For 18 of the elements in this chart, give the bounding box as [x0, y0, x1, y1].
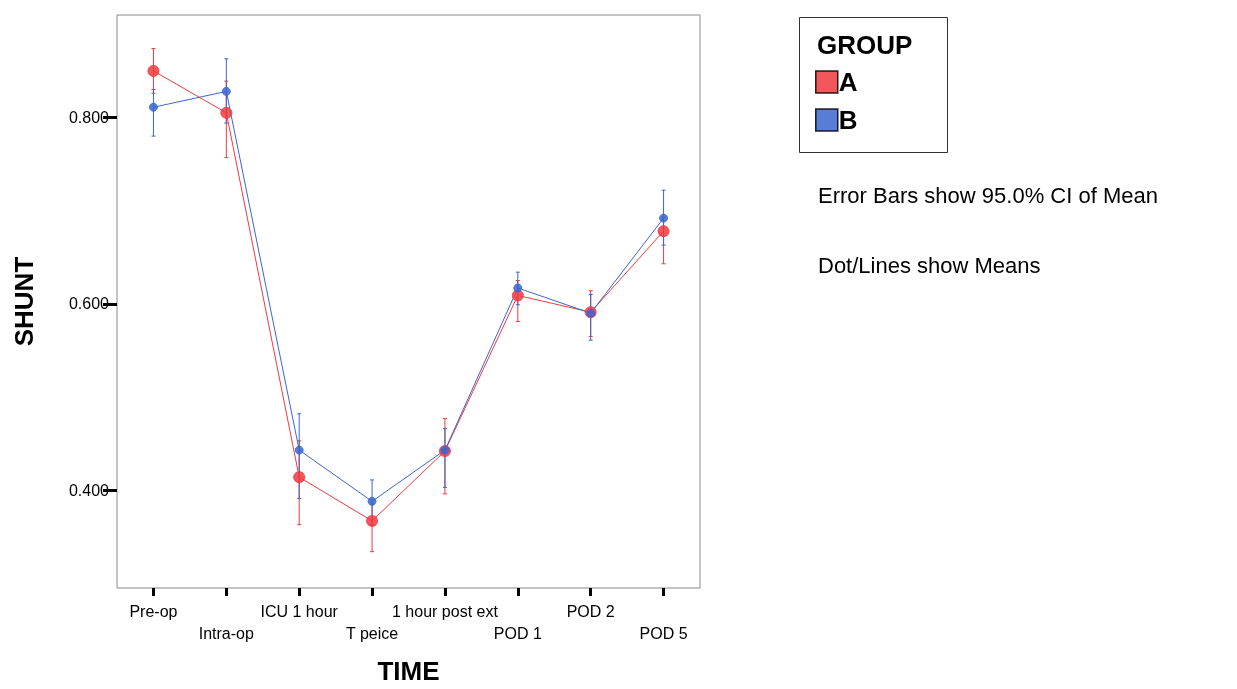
x-axis-title: TIME [377, 656, 440, 686]
x-tick-label: 1 hour post ext [392, 602, 499, 620]
y-tick-label: 0.600 [68, 295, 110, 313]
text: Error Bars show 95.0% CI of Mean [818, 182, 1158, 208]
x-tick-label: Intra-op [198, 624, 254, 642]
x-tick-label: POD 5 [639, 624, 688, 642]
x-tick-label: T peice [345, 624, 399, 642]
x-tick-label: Pre-op [129, 602, 178, 620]
x-tick-label: POD 2 [566, 602, 615, 620]
x-tick-label: POD 1 [493, 624, 542, 642]
legend-label: B [838, 105, 858, 135]
x-tick-label: ICU 1 hour [260, 602, 339, 620]
legend-title: GROUP [817, 30, 913, 60]
y-tick-label: 0.400 [68, 481, 110, 499]
y-tick-label: 0.800 [68, 108, 110, 126]
text: Dot/Lines show Means [818, 252, 1041, 278]
legend-label: A [838, 67, 858, 97]
y-axis-title: SHUNT [9, 256, 39, 347]
